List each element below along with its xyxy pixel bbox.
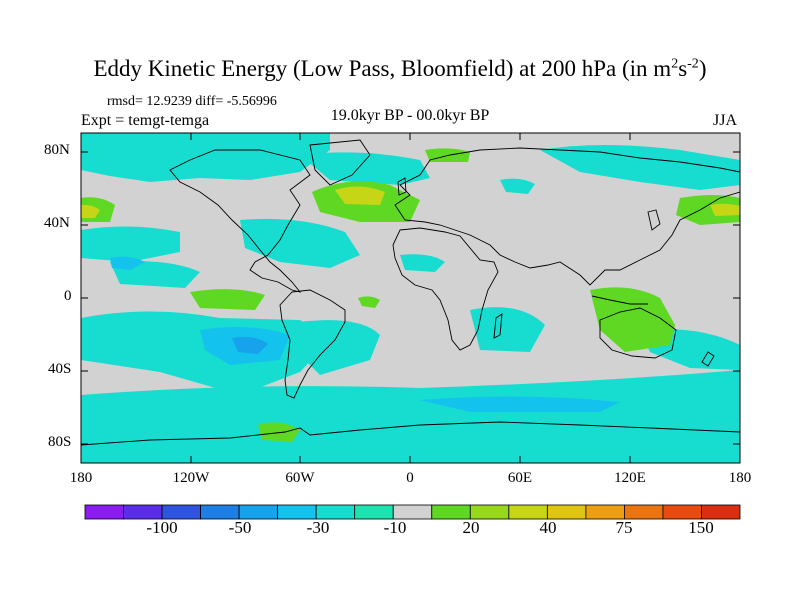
colorbar (84, 504, 741, 520)
region-south-atlantic-blob (358, 296, 380, 308)
region-arctic-canada (81, 133, 330, 182)
ylabel-40n: 40N (44, 215, 70, 231)
experiment-label: Expt = temgt-temga (81, 112, 210, 129)
deep-negative-regions (232, 336, 268, 354)
region-nw-pacific-core (81, 204, 100, 218)
title-main: Eddy Kinetic Energy (Low Pass, Bloomfiel… (93, 56, 672, 81)
coastline-australia (599, 307, 677, 359)
region-north-america (240, 218, 360, 268)
coastline-indonesia (591, 295, 648, 305)
region-north-atlantic-jet-core (335, 186, 385, 205)
colorbar-box-9 (431, 504, 471, 520)
coastline-japan (647, 209, 661, 231)
coastline-africa (392, 227, 499, 351)
xlabel-120e: 120E (614, 470, 646, 486)
region-north-atlantic-small (500, 178, 535, 194)
colorbar-label-75: 75 (615, 518, 633, 537)
colorbar-box-13 (585, 504, 625, 520)
colorbar-box-14 (624, 504, 664, 520)
colorbar-box-6 (315, 504, 356, 520)
region-ne-pacific (676, 195, 740, 225)
title-mid: s (678, 56, 688, 81)
region-southern-ocean-core (420, 396, 620, 412)
coastline-south-america (279, 289, 346, 399)
region-maritime-continent (590, 287, 675, 352)
ylabel-40s: 40S (48, 361, 72, 377)
region-siberia (540, 145, 740, 190)
strong-positive-regions (81, 186, 740, 218)
colorbar-box-11 (508, 504, 548, 520)
region-se-pacific-deep (232, 336, 268, 354)
colorbar-label-minus10: -10 (383, 518, 407, 537)
colorbar-label-150: 150 (688, 518, 714, 537)
title-superscript-1: 2 (671, 56, 679, 72)
region-southern-ocean (81, 370, 740, 463)
region-indian-ocean (470, 307, 545, 352)
coastlines (81, 139, 740, 446)
axis-ticks (81, 133, 740, 463)
coastline-eurasia (394, 147, 740, 286)
positive-anomaly-regions (81, 148, 740, 442)
coastline-uk (397, 177, 407, 196)
region-nw-pacific-core (110, 256, 145, 270)
plot-title: Eddy Kinetic Energy (Low Pass, Bloomfiel… (0, 56, 800, 82)
xlabel-120w: 120W (172, 470, 210, 486)
region-tropical-east-pacific (190, 289, 265, 310)
colorbar-box-8 (392, 504, 433, 520)
colorbar-label-minus30: -30 (306, 518, 330, 537)
stats-label: rmsd= 12.9239 diff= -5.56996 (107, 94, 277, 109)
colorbar-label-20: 20 (462, 518, 480, 537)
colorbar-box-0 (84, 504, 124, 520)
colorbar-box-4 (238, 504, 279, 520)
colorbar-box-3 (200, 504, 240, 520)
title-end: ) (698, 56, 707, 81)
region-south-america (300, 320, 380, 375)
season-label: JJA (713, 112, 738, 129)
colorbar-box-7 (354, 504, 394, 520)
ylabel-0: 0 (64, 288, 72, 304)
colorbar-box-10 (469, 504, 510, 520)
region-north-pacific-midlat (81, 226, 180, 262)
colorbar-box-1 (123, 504, 163, 520)
xlabel-60w: 60W (285, 470, 315, 486)
ylabel-80s: 80S (48, 434, 72, 450)
coastline-antarctica (81, 421, 740, 446)
period-label: 19.0kyr BP - 00.0kyr BP (330, 107, 490, 124)
title-superscript-2: -2 (687, 56, 699, 72)
xlabel-0: 0 (406, 470, 414, 486)
xlabel-60e: 60E (507, 470, 533, 486)
colorbar-box-5 (277, 504, 317, 520)
coastline-north-america (169, 149, 311, 293)
coastline-madagascar (493, 313, 503, 339)
colorbar-label-minus50: -50 (228, 518, 252, 537)
xlabel-180-left: 180 (69, 470, 93, 486)
colorbar-box-12 (546, 504, 587, 520)
ylabel-80n: 80N (44, 142, 70, 158)
region-ne-pacific-core (710, 203, 740, 216)
colorbar-label-40: 40 (539, 518, 557, 537)
map-field (81, 133, 740, 463)
coastline-greenland (309, 139, 371, 186)
xlabel-180-right: 180 (728, 470, 752, 486)
colorbar-box-15 (662, 504, 702, 520)
region-tropical-atlantic (400, 254, 445, 272)
colorbar-label-minus100: -100 (146, 518, 178, 537)
region-north-atlantic-band (300, 152, 430, 185)
coastline-new-zealand (701, 351, 715, 367)
colorbar-box-2 (161, 504, 201, 520)
colorbar-box-16 (701, 504, 741, 520)
